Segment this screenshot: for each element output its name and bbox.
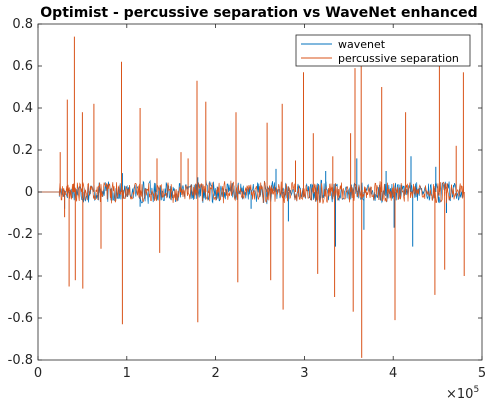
- x-tick-label-1: 1: [123, 366, 131, 381]
- legend-box: [295, 34, 471, 67]
- legend-label-1: percussive separation: [338, 52, 459, 65]
- x-exponent-power: 5: [473, 385, 479, 395]
- y-tick-label-7: 0.6: [12, 59, 33, 74]
- y-tick-label-0: -0.8: [8, 353, 33, 368]
- series-1: [38, 36, 465, 358]
- x-exponent-label: ×105: [446, 385, 479, 402]
- y-tick-label-5: 0.2: [12, 143, 33, 158]
- y-tick-label-8: 0.8: [12, 17, 33, 32]
- x-tick-label-4: 4: [389, 366, 397, 381]
- series-layer: [38, 36, 465, 358]
- series-line-1: [38, 180, 465, 204]
- legend-label-0: wavenet: [338, 38, 386, 51]
- y-tick-label-6: 0.4: [12, 101, 33, 116]
- x-tick-label-3: 3: [300, 366, 308, 381]
- y-tick-label-4: 0: [25, 185, 33, 200]
- y-tick-label-3: -0.2: [8, 227, 33, 242]
- x-exponent-base: ×10: [446, 387, 473, 402]
- chart-title: Optimist - percussive separation vs Wave…: [40, 5, 477, 21]
- y-tick-label-2: -0.4: [8, 269, 33, 284]
- y-tick-label-1: -0.6: [8, 311, 33, 326]
- x-tick-label-5: 5: [478, 366, 486, 381]
- ticks-layer: 0 1 2 3 4 5 -0.8 -0.6 -0.4 -0.2 0 0.2 0.4 0.6 0.8: [8, 17, 487, 381]
- x-tick-label-0: 0: [34, 366, 42, 381]
- x-tick-label-2: 2: [211, 366, 219, 381]
